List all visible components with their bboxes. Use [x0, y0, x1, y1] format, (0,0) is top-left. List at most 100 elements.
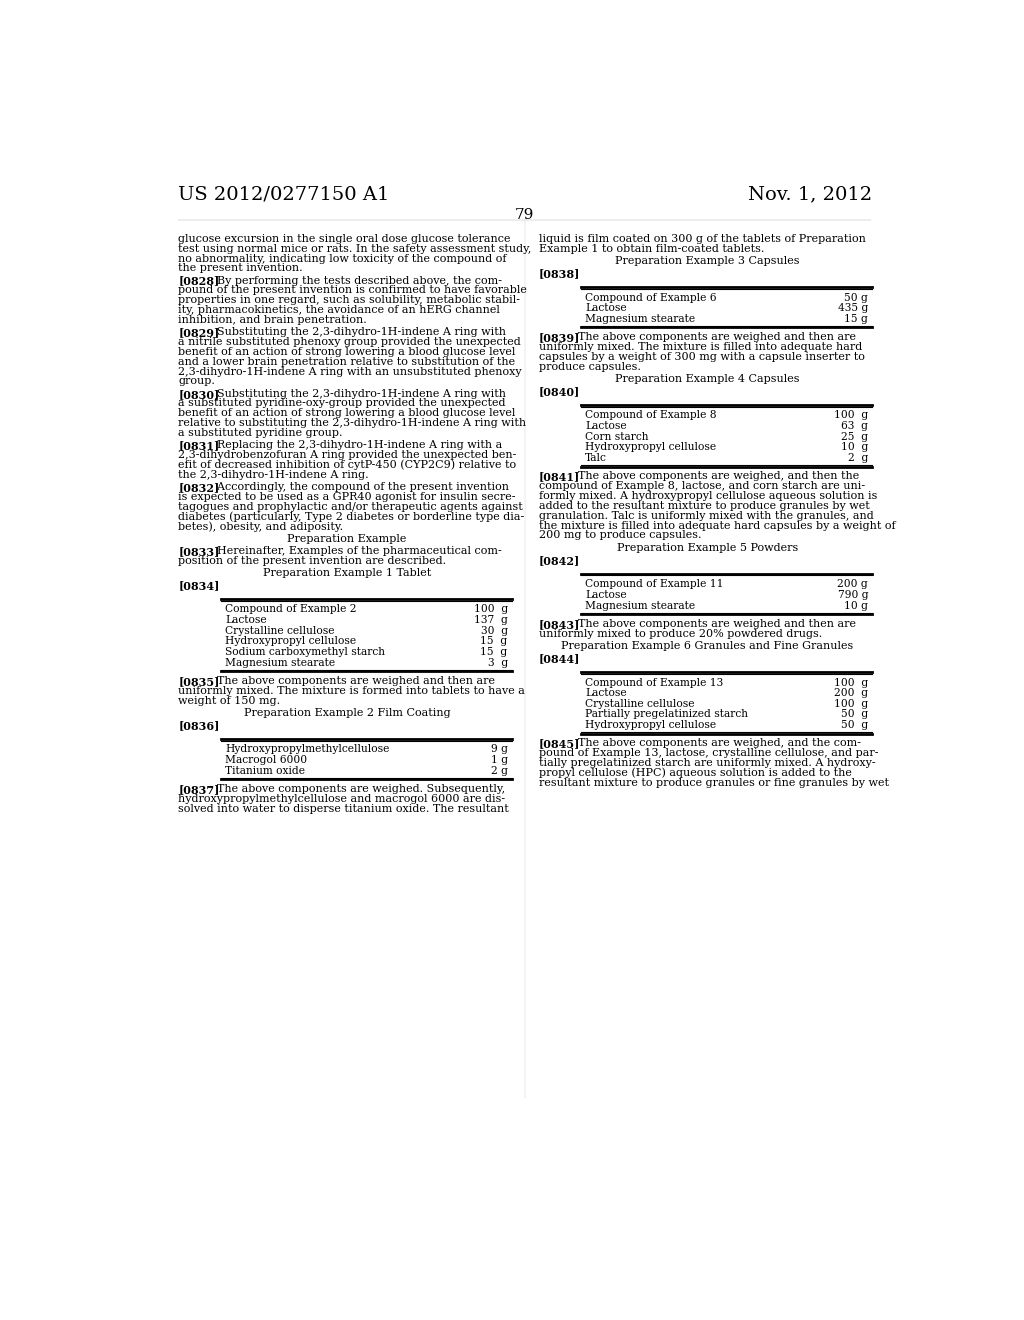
Text: Hydroxypropyl cellulose: Hydroxypropyl cellulose	[586, 719, 717, 730]
Text: 137  g: 137 g	[474, 615, 508, 624]
Text: the present invention.: the present invention.	[178, 264, 303, 273]
Text: 2  g: 2 g	[848, 453, 868, 463]
Text: [0845]: [0845]	[539, 738, 581, 750]
Text: [0828]: [0828]	[178, 276, 219, 286]
Text: position of the present invention are described.: position of the present invention are de…	[178, 556, 446, 565]
Text: Lactose: Lactose	[586, 304, 627, 313]
Text: pound of Example 13, lactose, crystalline cellulose, and par-: pound of Example 13, lactose, crystallin…	[539, 748, 879, 758]
Text: Replacing the 2,3-dihydro-1H-indene A ring with a: Replacing the 2,3-dihydro-1H-indene A ri…	[204, 440, 503, 450]
Text: Hereinafter, Examples of the pharmaceutical com-: Hereinafter, Examples of the pharmaceuti…	[204, 545, 502, 556]
Text: Example 1 to obtain film-coated tablets.: Example 1 to obtain film-coated tablets.	[539, 244, 764, 253]
Text: [0833]: [0833]	[178, 545, 220, 557]
Text: 200 g: 200 g	[838, 579, 868, 589]
Text: 790 g: 790 g	[838, 590, 868, 599]
Text: [0831]: [0831]	[178, 440, 219, 451]
Text: Compound of Example 6: Compound of Example 6	[586, 293, 717, 302]
Text: no abnormality, indicating low toxicity of the compound of: no abnormality, indicating low toxicity …	[178, 253, 507, 264]
Text: Hydroxypropylmethylcellulose: Hydroxypropylmethylcellulose	[225, 744, 389, 754]
Text: Nov. 1, 2012: Nov. 1, 2012	[748, 185, 872, 203]
Text: solved into water to disperse titanium oxide. The resultant: solved into water to disperse titanium o…	[178, 804, 509, 813]
Text: betes), obesity, and adiposity.: betes), obesity, and adiposity.	[178, 521, 343, 532]
Text: Preparation Example 2 Film Coating: Preparation Example 2 Film Coating	[244, 708, 451, 718]
Text: properties in one regard, such as solubility, metabolic stabil-: properties in one regard, such as solubi…	[178, 296, 520, 305]
Text: the 2,3-dihydro-1H-indene A ring.: the 2,3-dihydro-1H-indene A ring.	[178, 470, 369, 479]
Text: 2 g: 2 g	[490, 766, 508, 776]
Text: [0839]: [0839]	[539, 333, 581, 343]
Text: resultant mixture to produce granules or fine granules by wet: resultant mixture to produce granules or…	[539, 777, 889, 788]
Text: the mixture is filled into adequate hard capsules by a weight of: the mixture is filled into adequate hard…	[539, 520, 895, 531]
Text: added to the resultant mixture to produce granules by wet: added to the resultant mixture to produc…	[539, 500, 869, 511]
Text: weight of 150 mg.: weight of 150 mg.	[178, 696, 281, 706]
Text: Partially pregelatinized starch: Partially pregelatinized starch	[586, 709, 749, 719]
Text: uniformly mixed. The mixture is filled into adequate hard: uniformly mixed. The mixture is filled i…	[539, 342, 862, 352]
Text: The above components are weighed. Subsequently,: The above components are weighed. Subseq…	[204, 784, 506, 793]
Text: Substituting the 2,3-dihydro-1H-indene A ring with: Substituting the 2,3-dihydro-1H-indene A…	[204, 327, 507, 337]
Text: 15 g: 15 g	[844, 314, 868, 323]
Text: [0842]: [0842]	[539, 554, 580, 566]
Text: 200  g: 200 g	[834, 688, 868, 698]
Text: Preparation Example 6 Granules and Fine Granules: Preparation Example 6 Granules and Fine …	[561, 642, 853, 651]
Text: liquid is film coated on 300 g of the tablets of Preparation: liquid is film coated on 300 g of the ta…	[539, 234, 865, 244]
Text: a nitrile substituted phenoxy group provided the unexpected: a nitrile substituted phenoxy group prov…	[178, 337, 521, 347]
Text: [0840]: [0840]	[539, 385, 580, 397]
Text: [0838]: [0838]	[539, 268, 581, 279]
Text: [0841]: [0841]	[539, 471, 580, 482]
Text: 15  g: 15 g	[480, 636, 508, 647]
Text: 100  g: 100 g	[834, 411, 868, 421]
Text: benefit of an action of strong lowering a blood glucose level: benefit of an action of strong lowering …	[178, 347, 516, 356]
Text: 30  g: 30 g	[480, 626, 508, 636]
Text: Lactose: Lactose	[586, 688, 627, 698]
Text: 2,3-dihydro-1H-indene A ring with an unsubstituted phenoxy: 2,3-dihydro-1H-indene A ring with an uns…	[178, 367, 522, 376]
Text: Compound of Example 8: Compound of Example 8	[586, 411, 717, 421]
Text: 100  g: 100 g	[834, 677, 868, 688]
Text: 15  g: 15 g	[480, 647, 508, 657]
Text: 200 mg to produce capsules.: 200 mg to produce capsules.	[539, 531, 701, 540]
Text: 50  g: 50 g	[841, 719, 868, 730]
Text: is expected to be used as a GPR40 agonist for insulin secre-: is expected to be used as a GPR40 agonis…	[178, 492, 516, 502]
Text: Preparation Example 4 Capsules: Preparation Example 4 Capsules	[615, 374, 800, 384]
Text: Accordingly, the compound of the present invention: Accordingly, the compound of the present…	[204, 482, 509, 492]
Text: capsules by a weight of 300 mg with a capsule inserter to: capsules by a weight of 300 mg with a ca…	[539, 352, 864, 362]
Text: 10  g: 10 g	[841, 442, 868, 453]
Text: 63  g: 63 g	[841, 421, 868, 432]
Text: diabetes (particularly, Type 2 diabetes or borderline type dia-: diabetes (particularly, Type 2 diabetes …	[178, 512, 524, 523]
Text: Substituting the 2,3-dihydro-1H-indene A ring with: Substituting the 2,3-dihydro-1H-indene A…	[204, 388, 507, 399]
Text: Crystalline cellulose: Crystalline cellulose	[225, 626, 335, 636]
Text: The above components are weighed and then are: The above components are weighed and the…	[564, 333, 856, 342]
Text: [0829]: [0829]	[178, 327, 219, 338]
Text: [0843]: [0843]	[539, 619, 581, 630]
Text: Compound of Example 2: Compound of Example 2	[225, 605, 356, 614]
Text: Preparation Example 1 Tablet: Preparation Example 1 Tablet	[263, 568, 431, 578]
Text: Hydroxypropyl cellulose: Hydroxypropyl cellulose	[586, 442, 717, 453]
Text: hydroxypropylmethylcellulose and macrogol 6000 are dis-: hydroxypropylmethylcellulose and macrogo…	[178, 793, 506, 804]
Text: 10 g: 10 g	[844, 601, 868, 611]
Text: group.: group.	[178, 376, 215, 387]
Text: compound of Example 8, lactose, and corn starch are uni-: compound of Example 8, lactose, and corn…	[539, 482, 865, 491]
Text: produce capsules.: produce capsules.	[539, 362, 641, 372]
Text: Talc: Talc	[586, 453, 607, 463]
Text: a substituted pyridine-oxy-group provided the unexpected: a substituted pyridine-oxy-group provide…	[178, 399, 506, 408]
Text: propyl cellulose (HPC) aqueous solution is added to the: propyl cellulose (HPC) aqueous solution …	[539, 768, 852, 779]
Text: 50 g: 50 g	[844, 293, 868, 302]
Text: [0844]: [0844]	[539, 653, 581, 664]
Text: 435 g: 435 g	[838, 304, 868, 313]
Text: [0832]: [0832]	[178, 482, 219, 492]
Text: 1 g: 1 g	[490, 755, 508, 766]
Text: benefit of an action of strong lowering a blood glucose level: benefit of an action of strong lowering …	[178, 408, 516, 418]
Text: 50  g: 50 g	[841, 709, 868, 719]
Text: [0834]: [0834]	[178, 579, 220, 591]
Text: Lactose: Lactose	[586, 421, 627, 432]
Text: 25  g: 25 g	[841, 432, 868, 442]
Text: The above components are weighed and then are: The above components are weighed and the…	[204, 676, 496, 686]
Text: [0837]: [0837]	[178, 784, 220, 795]
Text: granulation. Talc is uniformly mixed with the granules, and: granulation. Talc is uniformly mixed wit…	[539, 511, 873, 521]
Text: [0830]: [0830]	[178, 388, 219, 400]
Text: glucose excursion in the single oral dose glucose tolerance: glucose excursion in the single oral dos…	[178, 234, 511, 244]
Text: tagogues and prophylactic and/or therapeutic agents against: tagogues and prophylactic and/or therape…	[178, 502, 523, 512]
Text: Corn starch: Corn starch	[586, 432, 649, 442]
Text: Macrogol 6000: Macrogol 6000	[225, 755, 307, 766]
Text: Crystalline cellulose: Crystalline cellulose	[586, 698, 694, 709]
Text: Magnesium stearate: Magnesium stearate	[225, 657, 335, 668]
Text: 100  g: 100 g	[473, 605, 508, 614]
Text: The above components are weighed, and the com-: The above components are weighed, and th…	[564, 738, 861, 748]
